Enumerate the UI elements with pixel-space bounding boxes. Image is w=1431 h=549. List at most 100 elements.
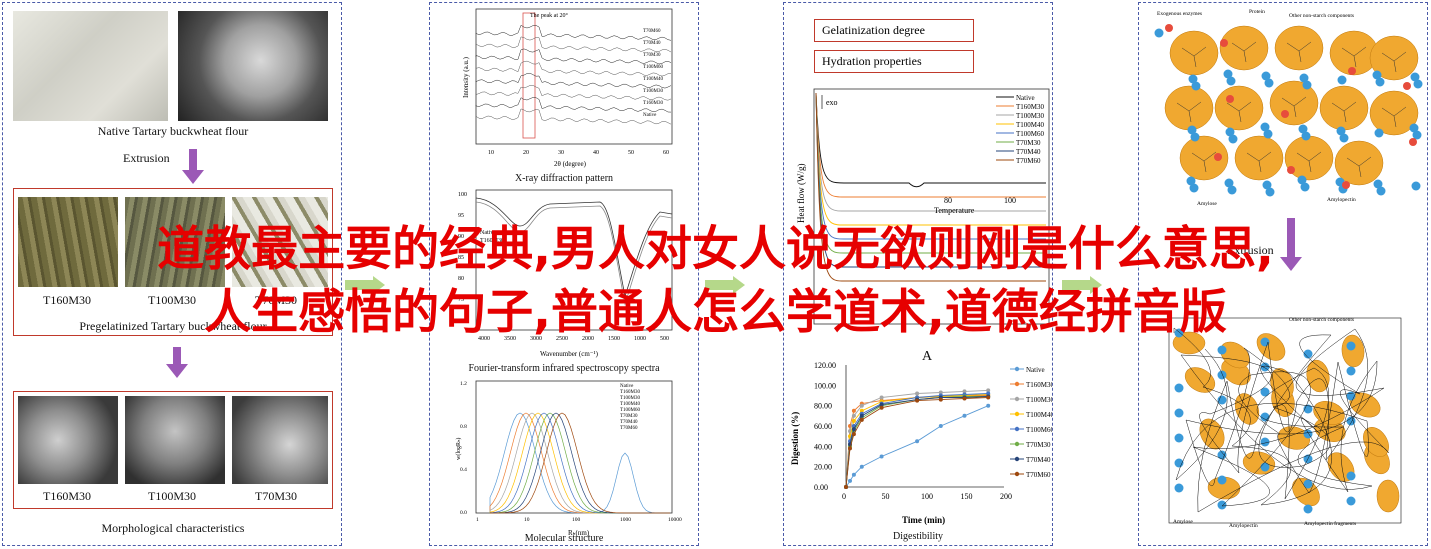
protein-dot	[1174, 383, 1184, 393]
protein-dot	[1411, 181, 1421, 191]
dig-ytick: 80.00	[814, 402, 832, 411]
protein-dot	[1174, 408, 1184, 418]
photo-label-3: T70M30	[255, 293, 297, 307]
protein-dot	[1187, 125, 1197, 135]
starch-granule	[1169, 30, 1219, 76]
protein-dot	[1190, 132, 1200, 142]
dig-legend-item: T100M30	[1026, 396, 1052, 404]
dig-legend-marker	[1014, 411, 1020, 417]
amylopectin-branch	[1226, 101, 1252, 123]
protein-dot	[1303, 479, 1313, 489]
dig-legend-item: T100M60	[1026, 426, 1052, 434]
protein-dot	[1224, 178, 1234, 188]
dsc-legend-item: T100M30	[1016, 112, 1045, 120]
amylopectin-branch	[1341, 46, 1367, 68]
protein-dot	[1264, 78, 1274, 88]
xrd-caption: X-ray diffraction pattern	[514, 173, 614, 184]
mw-legend-item: T100M30	[620, 396, 641, 401]
label-amylose-bottom: Amylose	[1173, 519, 1193, 525]
xrd-xtick: 10	[488, 150, 494, 156]
protein-dot	[1299, 73, 1309, 83]
xrd-xtick: 50	[628, 150, 634, 156]
dig-ytick: 120.00	[814, 361, 836, 370]
mw-legend-item: T100M60	[620, 408, 641, 413]
protein-dot	[1336, 126, 1346, 136]
fragment-granule	[1341, 334, 1365, 368]
amylopectin-branch	[1281, 96, 1307, 118]
dig-xtick: 0	[842, 492, 846, 501]
dig-legend-marker	[1014, 396, 1020, 402]
xrd-xtick: 20	[523, 150, 529, 156]
mw-ytick: 0.4	[460, 467, 467, 473]
protein-dot	[1260, 462, 1270, 472]
dig-ylabel: Digestion (%)	[790, 412, 800, 465]
photo-label-2: T100M30	[148, 293, 196, 307]
dsc-legend-item: T70M40	[1016, 148, 1041, 156]
ftir-ytick: 75	[458, 297, 464, 303]
dig-legend-item: Native	[1026, 366, 1045, 374]
dig-legend-marker	[1014, 366, 1020, 372]
fragment-granule	[1363, 427, 1389, 457]
sem-label-1: T160M30	[43, 489, 91, 503]
dig-point	[879, 395, 884, 400]
dsc-legend-item: T70M30	[1016, 139, 1041, 147]
protein-dot	[1186, 176, 1196, 186]
starch-granule	[1179, 135, 1229, 181]
extrusion-label-right: Extrusion	[1227, 243, 1274, 257]
down-arrow-icon	[182, 170, 204, 184]
dig-point	[915, 398, 920, 403]
starch-granule	[1319, 85, 1369, 131]
connector-arrow-head-3	[1090, 276, 1102, 294]
dsc-ylabel: Heat flow (W/g)	[796, 164, 806, 223]
xrd-line	[475, 60, 672, 77]
xrd-xtick: 60	[663, 150, 669, 156]
dig-legend-item: T70M30	[1026, 441, 1051, 449]
dig-point	[851, 413, 856, 418]
ftir-xtick: 4000	[478, 336, 490, 342]
extrusion-label: Extrusion	[123, 151, 170, 165]
amylopectin-branch	[1381, 51, 1407, 73]
amylopectin-branch	[1176, 101, 1202, 123]
protein-dot	[1346, 471, 1356, 481]
panel-letter: A	[922, 349, 933, 364]
dig-point	[915, 439, 920, 444]
xrd-series-label: T70M40	[643, 41, 661, 46]
granule-diagram-top: Exogenous enzymes Protein Other non-star…	[1154, 9, 1423, 207]
dig-point	[851, 408, 856, 413]
enzyme-dot	[1409, 138, 1417, 146]
enzyme-dot	[1287, 166, 1295, 174]
xrd-xlabel: 2θ (degree)	[554, 160, 587, 168]
dig-ytick: 40.00	[814, 442, 832, 451]
starch-granule	[1269, 80, 1319, 126]
xrd-chart: The peak at 20° T70M60 T70M40 T70M30 T100M6…	[462, 8, 673, 168]
protein-dot	[1191, 81, 1201, 91]
protein-dot	[1412, 130, 1422, 140]
xrd-line	[475, 85, 672, 101]
dig-point	[848, 478, 852, 483]
xrd-series-lines: T70M60 T70M40 T70M30 T100M60 T100M40 T100M30 T…	[475, 24, 672, 125]
dig-point	[859, 413, 864, 418]
protein-dot	[1226, 76, 1236, 86]
native-caption: Native Tartary buckwheat flour	[97, 124, 249, 138]
dig-point	[859, 408, 864, 413]
ftir-xtick: 500	[660, 336, 669, 342]
mw-legend: NativeT160M30T100M30T100M40T100M60T70M30…	[620, 384, 641, 431]
mw-chart: 1.2 0.8 0.4 0.0 1 10 100 1000 10000 NativeT160M…	[455, 380, 682, 537]
starch-granule	[1214, 85, 1264, 131]
panel-structure-charts: The peak at 20° T70M60 T70M40 T70M30 T100M6…	[429, 2, 699, 546]
dsc-exo-label: exo	[826, 98, 838, 107]
sem-box	[13, 391, 333, 509]
amylopectin-branch	[1246, 151, 1272, 173]
mw-ytick: 0.8	[460, 424, 467, 430]
overlay-text-line-1: 道教最主要的经典,男人对女人说无欲则刚是什么意思,	[157, 222, 1274, 277]
xrd-series-label: T70M60	[643, 29, 661, 34]
mw-xtick: 10	[524, 517, 530, 523]
dig-point	[938, 390, 943, 395]
dig-point	[962, 413, 967, 418]
connector-arrow-head-1	[373, 276, 385, 294]
mw-line	[490, 412, 670, 514]
protein-dot	[1303, 349, 1313, 359]
xrd-xtick: 40	[593, 150, 599, 156]
amylopectin-branch	[1346, 156, 1372, 178]
panel-mechanism: Exogenous enzymes Protein Other non-star…	[1138, 2, 1428, 546]
